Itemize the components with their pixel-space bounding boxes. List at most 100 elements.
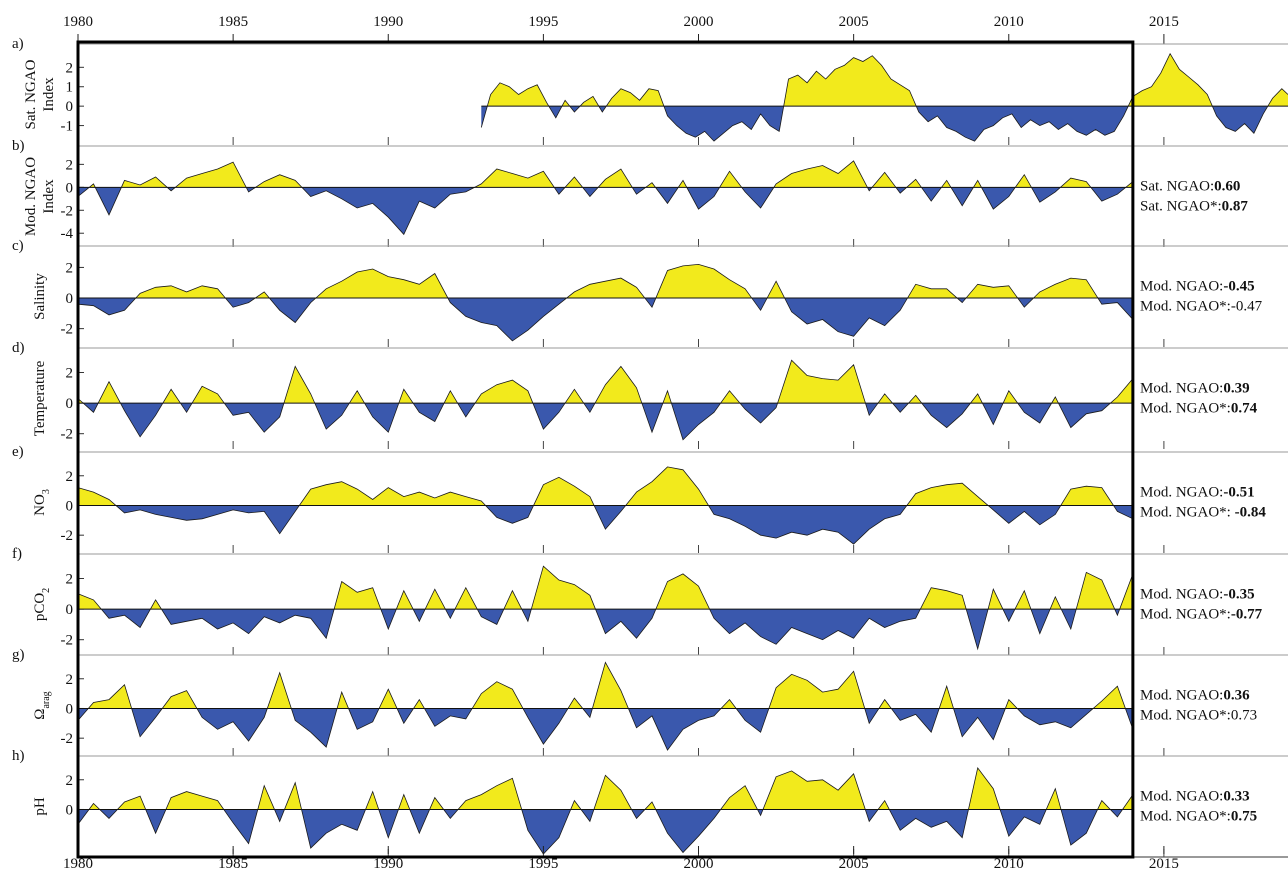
correlation-label: Mod. NGAO*: <box>1140 299 1231 315</box>
y-tick-label: 0 <box>66 291 74 307</box>
y-axis-label: Temperature <box>32 360 48 436</box>
correlation-value: 0.36 <box>1223 688 1250 704</box>
top-tick-label-1995: 1995 <box>528 14 558 30</box>
y-axis-label-subscript: 2 <box>41 588 52 593</box>
correlation-value: 0.73 <box>1231 708 1257 724</box>
y-tick-label: 0 <box>66 701 74 717</box>
y-tick-label: 2 <box>66 365 74 381</box>
y-tick-label: 0 <box>66 602 74 618</box>
negative-anomaly-area <box>481 106 1288 142</box>
panel-b: 20-2-4b)Mod. NGAO Index Sat. NGAO:0.60Sat.… <box>12 138 1288 247</box>
y-tick-label: 1 <box>66 80 74 96</box>
panel-letter: h) <box>12 748 25 764</box>
series-line <box>77 359 1134 441</box>
top-tick-label-2015: 2015 <box>1149 14 1179 30</box>
correlation-value: -0.84 <box>1235 505 1267 521</box>
top-tick-label-2000: 2000 <box>684 14 714 30</box>
positive-anomaly-area <box>78 160 1133 188</box>
bottom-tick-label-1980: 1980 <box>63 856 93 872</box>
y-tick-label: -2 <box>61 731 74 747</box>
top-tick-label-1990: 1990 <box>373 14 403 30</box>
y-axis-label: Index <box>41 179 57 214</box>
y-axis-label-subscript: 3 <box>41 489 52 494</box>
panel-h: 2 0 h) pH Mod. NGAO:0.33 Mod. NGAO*:0.75 <box>12 748 1288 858</box>
y-tick-label: -1 <box>61 119 74 135</box>
correlation-text: Mod. NGAO:-0.35 <box>1140 587 1255 603</box>
y-tick-label: 0 <box>66 396 74 412</box>
panel-letter: g) <box>12 647 25 663</box>
correlation-text: Mod. NGAO*:-0.77 <box>1140 607 1263 623</box>
correlation-label: Mod. NGAO*: <box>1140 505 1235 521</box>
correlation-value: 0.87 <box>1222 199 1249 215</box>
panel-g: 2 0 -2 g) Ωarag Mod. NGAO:0.36 Mod. NGAO*:0.73 <box>12 647 1288 756</box>
y-tick-label: 0 <box>66 498 74 514</box>
correlation-value: -0.45 <box>1223 279 1254 295</box>
negative-anomaly-area <box>78 609 1133 649</box>
correlation-value: 0.39 <box>1223 381 1249 397</box>
correlation-value: -0.51 <box>1223 485 1254 501</box>
y-tick-label: 2 <box>66 260 74 276</box>
positive-anomaly-area <box>88 662 1126 709</box>
correlation-text: Mod. NGAO*:0.74 <box>1140 401 1258 417</box>
panel-letter: b) <box>12 138 25 154</box>
y-axis-label: Salinity <box>32 273 48 320</box>
correlation-text: Mod. NGAO:0.36 <box>1140 688 1250 704</box>
y-tick-label: 0 <box>66 99 74 115</box>
panel-letter: e) <box>12 444 24 460</box>
y-tick-label: 2 <box>66 157 74 173</box>
y-axis-label-subscript: arag <box>41 691 52 708</box>
positive-anomaly-area <box>89 767 1133 810</box>
correlation-label: Sat. NGAO: <box>1140 179 1214 195</box>
y-tick-label: 0 <box>66 180 74 196</box>
negative-anomaly-area <box>78 708 1133 751</box>
series-line <box>77 565 1134 651</box>
top-year-axis: 1980 1985 1990 1995 2000 2005 2010 2015 <box>63 14 1179 44</box>
y-axis-label: pH <box>32 797 48 816</box>
panel-letter: a) <box>12 36 24 52</box>
panel-letter: c) <box>12 238 24 254</box>
positive-anomaly-area <box>78 566 1133 610</box>
correlation-value: -0.77 <box>1231 607 1263 623</box>
top-tick-label-1980: 1980 <box>63 14 93 30</box>
y-tick-label: 2 <box>66 571 74 587</box>
positive-anomaly-area <box>487 53 1288 107</box>
panel-e: 2 0 -2 e) NO3 Mod. NGAO:-0.51 Mod. NGAO*: -0.8… <box>12 444 1288 553</box>
bottom-tick-label-2005: 2005 <box>839 856 869 872</box>
correlation-label: Mod. NGAO: <box>1140 789 1223 805</box>
correlation-text: Mod. NGAO*:0.73 <box>1140 708 1257 724</box>
top-tick-label-2005: 2005 <box>839 14 869 30</box>
correlation-text: Mod. NGAO:0.39 <box>1140 381 1250 397</box>
correlation-label: Mod. NGAO*: <box>1140 708 1231 724</box>
negative-anomaly-area <box>78 403 1133 440</box>
series-line <box>77 160 1134 236</box>
y-tick-label: 2 <box>66 672 74 688</box>
y-tick-label: -2 <box>61 427 74 443</box>
y-axis-label: pCO2 <box>32 588 52 621</box>
bottom-tick-label-2000: 2000 <box>684 856 714 872</box>
y-axis-label: Mod. NGAO <box>23 157 39 236</box>
correlation-label: Mod. NGAO*: <box>1140 401 1231 417</box>
y-tick-label: -2 <box>61 322 74 338</box>
y-axis-label: Sat. NGAO <box>23 59 39 129</box>
correlation-text: Mod. NGAO:0.33 <box>1140 789 1250 805</box>
top-tick-label-1985: 1985 <box>218 14 248 30</box>
correlation-label: Mod. NGAO*: <box>1140 607 1231 623</box>
y-tick-label: -2 <box>61 633 74 649</box>
bottom-tick-label-2010: 2010 <box>994 856 1024 872</box>
series-line <box>77 766 1134 855</box>
series-line <box>480 52 1288 142</box>
y-axis-label-main: Ω <box>32 709 48 720</box>
y-tick-label: 0 <box>66 802 74 818</box>
correlation-value: -0.47 <box>1231 299 1263 315</box>
bottom-tick-label-2015: 2015 <box>1149 856 1179 872</box>
y-axis-label: Index <box>41 77 57 112</box>
correlation-label: Mod. NGAO: <box>1140 485 1223 501</box>
negative-anomaly-area <box>78 298 1133 341</box>
y-tick-label: 2 <box>66 773 74 789</box>
y-tick-label: 2 <box>66 469 74 485</box>
panel-a: 2 1 0 -1 a) Sat. NGAO Index <box>12 36 1288 145</box>
y-axis-label-main: NO <box>32 494 48 516</box>
